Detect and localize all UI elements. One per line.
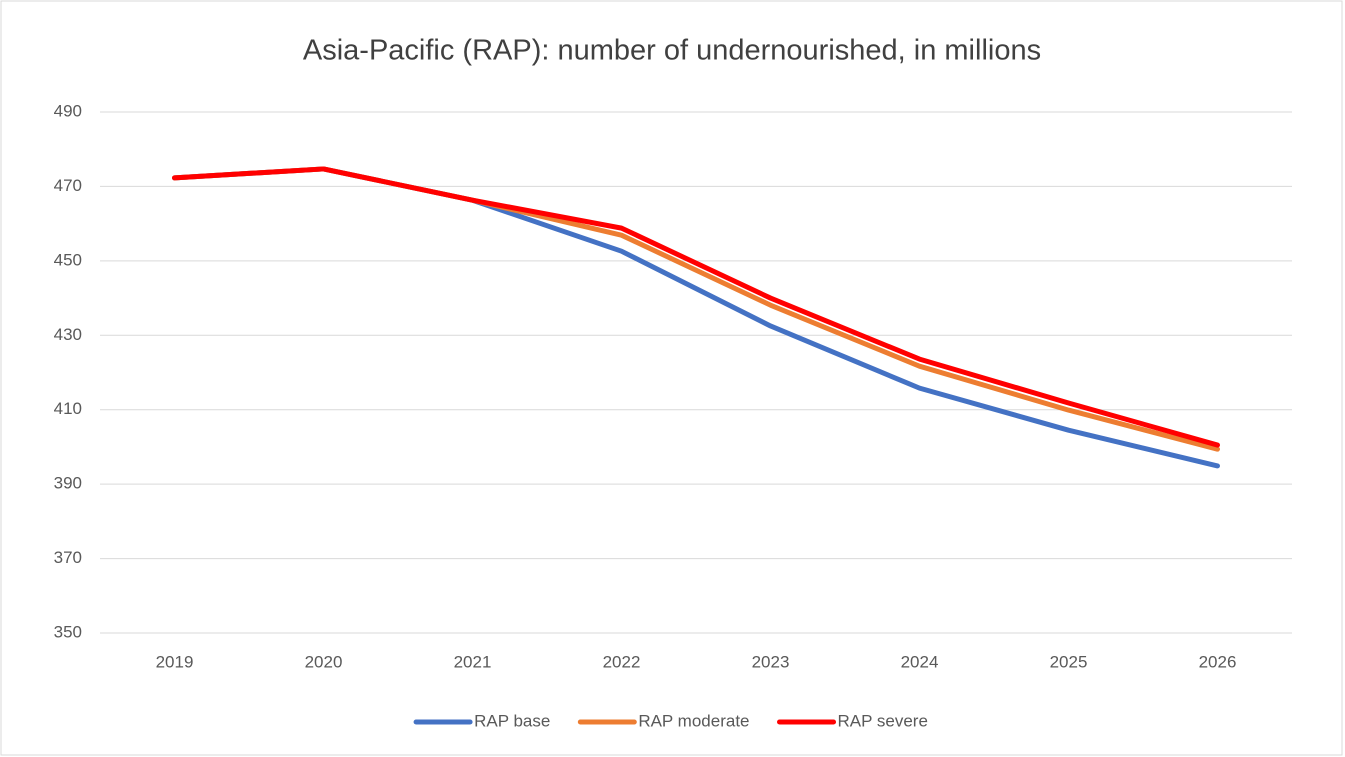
legend-label: RAP severe <box>838 711 928 730</box>
y-tick-label: 370 <box>54 548 82 567</box>
y-tick-label: 350 <box>54 622 82 641</box>
y-tick-label: 410 <box>54 399 82 418</box>
y-tick-label: 450 <box>54 250 82 269</box>
legend-label: RAP base <box>474 711 550 730</box>
x-tick-label: 2026 <box>1199 652 1237 671</box>
x-tick-label: 2021 <box>454 652 492 671</box>
y-tick-label: 490 <box>54 101 82 120</box>
x-tick-label: 2023 <box>752 652 790 671</box>
x-tick-label: 2020 <box>305 652 343 671</box>
y-tick-label: 430 <box>54 325 82 344</box>
y-tick-label: 470 <box>54 176 82 195</box>
legend-label: RAP moderate <box>638 711 749 730</box>
series-line <box>172 166 1220 448</box>
x-tick-label: 2025 <box>1050 652 1088 671</box>
chart-title: Asia-Pacific (RAP): number of undernouri… <box>303 35 1041 67</box>
x-tick-label: 2022 <box>603 652 641 671</box>
x-tick-label: 2019 <box>156 652 194 671</box>
y-tick-label: 390 <box>54 474 82 493</box>
x-tick-label: 2024 <box>901 652 939 671</box>
